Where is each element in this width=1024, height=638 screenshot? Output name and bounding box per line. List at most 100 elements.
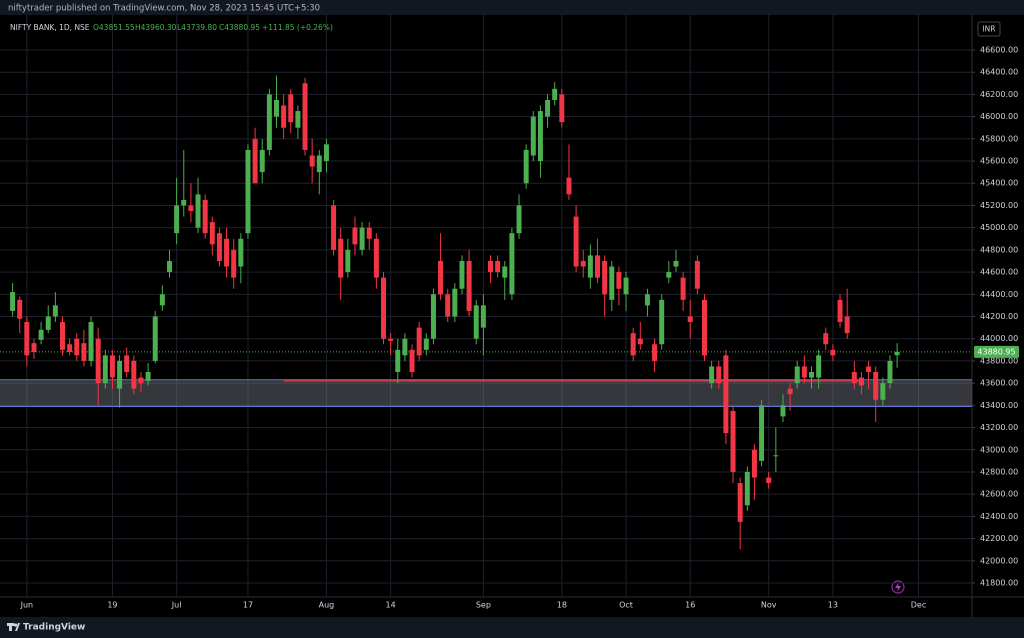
candle-body <box>38 329 44 340</box>
candle-body <box>124 355 130 373</box>
candle-body <box>195 194 201 228</box>
event-icon-bolt <box>895 582 901 592</box>
candle-body <box>694 260 700 289</box>
candle-body <box>45 316 51 330</box>
candle-body <box>773 455 779 457</box>
candle-body <box>288 94 294 123</box>
candle-body <box>730 410 736 472</box>
candle-body <box>794 366 800 384</box>
candle-body <box>587 255 593 278</box>
candle-body <box>174 205 180 234</box>
candle-body <box>352 227 358 245</box>
candle-body <box>823 333 829 345</box>
candle-body <box>673 260 679 267</box>
candle-body <box>801 366 807 378</box>
candle-body <box>430 294 436 339</box>
candle-body <box>459 260 465 289</box>
candle-body <box>95 338 101 384</box>
candle-body <box>580 260 586 267</box>
candle-body <box>231 249 237 278</box>
candle-body <box>74 338 80 356</box>
candle-body <box>809 372 814 378</box>
candle-body <box>188 205 194 211</box>
x-tick-label: Aug <box>319 601 335 610</box>
candle-body <box>423 338 429 350</box>
y-tick-label: 42800.00 <box>980 467 1018 476</box>
x-tick-label: 16 <box>685 601 695 610</box>
candle-body <box>445 294 451 317</box>
x-tick-label: Sep <box>476 601 491 610</box>
candle-body <box>516 205 522 234</box>
y-tick-label: 42000.00 <box>980 556 1018 565</box>
candle-body <box>552 88 558 100</box>
candle-body <box>266 94 272 150</box>
candle-body <box>109 355 115 378</box>
candle-body <box>816 355 822 378</box>
event-icon[interactable] <box>891 580 905 594</box>
candle-body <box>10 292 16 311</box>
candle-body <box>274 99 279 117</box>
candle-body <box>751 449 757 478</box>
candle-body <box>395 349 401 373</box>
x-tick-label: Dec <box>911 601 926 610</box>
y-tick-label: 43400.00 <box>980 401 1018 410</box>
legend-open: O43851.55 <box>93 23 135 32</box>
currency-box[interactable] <box>977 21 1001 37</box>
candle-body <box>495 260 501 273</box>
candle-body <box>609 266 615 300</box>
candle-body <box>637 338 643 345</box>
y-tick-label: 44200.00 <box>980 312 1018 321</box>
y-tick-label: 41800.00 <box>980 579 1018 588</box>
candle-body <box>616 272 622 289</box>
candle-body <box>388 338 394 341</box>
y-tick-label: 46000.00 <box>980 112 1018 121</box>
grid <box>0 15 972 597</box>
y-tick-label: 46600.00 <box>980 45 1018 54</box>
candle-body <box>359 227 365 250</box>
candle-body <box>409 349 415 373</box>
header-bar <box>0 0 1024 15</box>
candle-body <box>858 377 864 386</box>
y-tick-label: 43600.00 <box>980 379 1018 388</box>
candle-body <box>159 294 165 306</box>
y-tick-label: 46200.00 <box>980 90 1018 99</box>
legend-close: C43880.95 <box>219 23 260 32</box>
candle-body <box>866 366 872 373</box>
candle-body <box>480 305 486 328</box>
candle-body <box>302 83 308 150</box>
candle-body <box>509 233 515 295</box>
candle-body <box>780 405 786 417</box>
candle-body <box>323 144 329 162</box>
currency[interactable]: INR <box>982 25 995 34</box>
y-tick-label: 45400.00 <box>980 179 1018 188</box>
y-tick-label: 45000.00 <box>980 223 1018 232</box>
candle-body <box>709 366 715 384</box>
x-tick-label: 17 <box>243 601 253 610</box>
y-tick-label: 44800.00 <box>980 245 1018 254</box>
candle-body <box>416 327 422 356</box>
candle-body <box>202 199 208 234</box>
candle-body <box>837 299 843 323</box>
candle-body <box>680 277 686 300</box>
candle-body <box>659 299 665 345</box>
y-tick-label: 46400.00 <box>980 68 1018 77</box>
candle-body <box>117 360 123 389</box>
y-tick-label: 42400.00 <box>980 512 1018 521</box>
candle-body <box>366 227 372 239</box>
candle-body <box>702 299 707 356</box>
candle-body <box>787 388 793 395</box>
candle-body <box>488 260 493 273</box>
candle-body <box>530 116 536 156</box>
candle-body <box>52 305 58 317</box>
candle-body <box>345 249 351 273</box>
axes: 41800.00 42000.00 42200.00 42400.00 42600.00… <box>20 45 1019 610</box>
candle-body <box>209 222 215 245</box>
candle-body <box>566 177 572 195</box>
y-tick-label: 44400.00 <box>980 290 1018 299</box>
brand-name: TradingView <box>23 623 85 633</box>
candle-body <box>473 305 479 339</box>
candle-body <box>537 111 543 162</box>
candle-body <box>238 238 244 267</box>
candle-body <box>381 277 386 339</box>
